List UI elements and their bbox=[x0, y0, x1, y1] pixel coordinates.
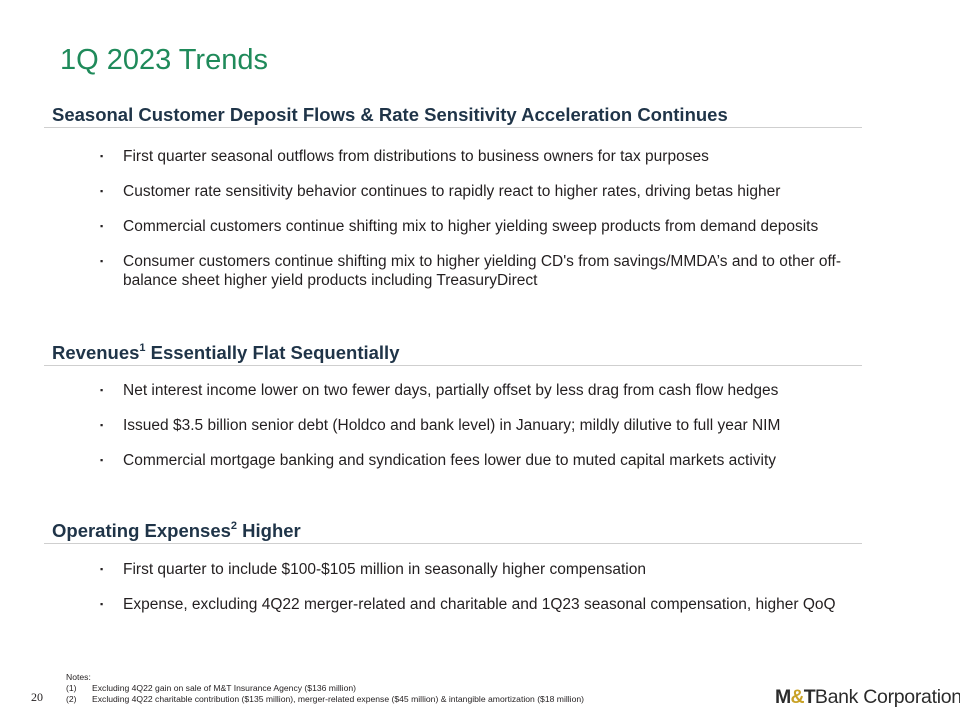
bullet-text: Issued $3.5 billion senior debt (Holdco … bbox=[123, 417, 781, 435]
bullet-text: Customer rate sensitivity behavior conti… bbox=[123, 183, 781, 200]
bullet-list: ▪ Net interest income lower on two fewer… bbox=[44, 381, 862, 470]
list-item: ▪ First quarter to include $100-$105 mil… bbox=[44, 560, 862, 579]
section-revenues: Revenues1 Essentially Flat Sequentially … bbox=[44, 338, 862, 470]
list-item: ▪ Expense, excluding 4Q22 merger-related… bbox=[44, 595, 862, 614]
list-item: ▪ Consumer customers continue shifting m… bbox=[44, 252, 862, 290]
page-title: 1Q 2023 Trends bbox=[60, 44, 268, 76]
section-heading: Revenues1 Essentially Flat Sequentially bbox=[44, 338, 862, 367]
bullet-icon: ▪ bbox=[100, 186, 104, 196]
bullet-text: First quarter to include $100-$105 milli… bbox=[123, 561, 646, 579]
logo-mark: M&T bbox=[775, 686, 816, 708]
section-heading: Seasonal Customer Deposit Flows & Rate S… bbox=[44, 104, 862, 128]
bullet-icon: ▪ bbox=[100, 564, 104, 575]
bullet-icon: ▪ bbox=[100, 455, 104, 466]
logo-letter: T bbox=[803, 686, 816, 708]
bullet-icon: ▪ bbox=[100, 385, 104, 396]
list-item: ▪ Commercial customers continue shifting… bbox=[44, 217, 862, 236]
company-logo: M&TBank Corporation bbox=[775, 686, 960, 709]
bullet-icon: ▪ bbox=[100, 151, 104, 161]
bullet-list: ▪ First quarter to include $100-$105 mil… bbox=[44, 560, 862, 614]
footnote-text: Excluding 4Q22 charitable contribution (… bbox=[92, 694, 585, 704]
bullet-text: First quarter seasonal outflows from dis… bbox=[123, 148, 709, 165]
section-heading: Operating Expenses2 Higher bbox=[44, 516, 862, 545]
footnote-text: Excluding 4Q22 gain on sale of M&T Insur… bbox=[92, 683, 357, 693]
section-deposit-flows: Seasonal Customer Deposit Flows & Rate S… bbox=[44, 104, 862, 290]
bullet-text: Commercial customers continue shifting m… bbox=[123, 218, 819, 235]
bullet-icon: ▪ bbox=[100, 256, 104, 266]
logo-ampersand: & bbox=[790, 686, 804, 708]
section-operating-expenses: Operating Expenses2 Higher ▪ First quart… bbox=[44, 516, 862, 614]
heading-text: Higher bbox=[237, 520, 301, 542]
bullet-list: ▪ First quarter seasonal outflows from d… bbox=[44, 147, 862, 290]
bullet-text: Commercial mortgage banking and syndicat… bbox=[123, 452, 777, 470]
bullet-icon: ▪ bbox=[100, 599, 104, 610]
bullet-text: Consumer customers continue shifting mix… bbox=[123, 253, 841, 289]
bullet-icon: ▪ bbox=[100, 221, 104, 231]
list-item: ▪ First quarter seasonal outflows from d… bbox=[44, 147, 862, 166]
footnote-ref: 1 bbox=[139, 342, 146, 354]
bullet-text: Expense, excluding 4Q22 merger-related a… bbox=[123, 596, 836, 614]
bullet-icon: ▪ bbox=[100, 420, 104, 431]
list-item: ▪ Issued $3.5 billion senior debt (Holdc… bbox=[44, 416, 862, 435]
page-number: 20 bbox=[31, 690, 43, 704]
footnotes: Notes: (1) Excluding 4Q22 gain on sale o… bbox=[66, 672, 584, 705]
footnote-item: (2) Excluding 4Q22 charitable contributi… bbox=[66, 694, 584, 705]
logo-wordmark: Bank Corporation bbox=[814, 686, 960, 708]
footnote-item: (1) Excluding 4Q22 gain on sale of M&T I… bbox=[66, 683, 584, 694]
footnote-number: (1) bbox=[66, 683, 77, 693]
list-item: ▪ Customer rate sensitivity behavior con… bbox=[44, 182, 862, 201]
heading-text: Revenues bbox=[52, 342, 140, 364]
heading-text: Essentially Flat Sequentially bbox=[145, 342, 400, 364]
list-item: ▪ Net interest income lower on two fewer… bbox=[44, 381, 862, 400]
footnote-ref: 2 bbox=[230, 520, 238, 532]
footnote-number: (2) bbox=[66, 694, 77, 704]
list-item: ▪ Commercial mortgage banking and syndic… bbox=[44, 451, 862, 470]
heading-text: Operating Expenses bbox=[52, 520, 231, 542]
bullet-text: Net interest income lower on two fewer d… bbox=[123, 382, 779, 400]
logo-letter: M bbox=[775, 686, 791, 708]
notes-label: Notes: bbox=[66, 672, 91, 682]
